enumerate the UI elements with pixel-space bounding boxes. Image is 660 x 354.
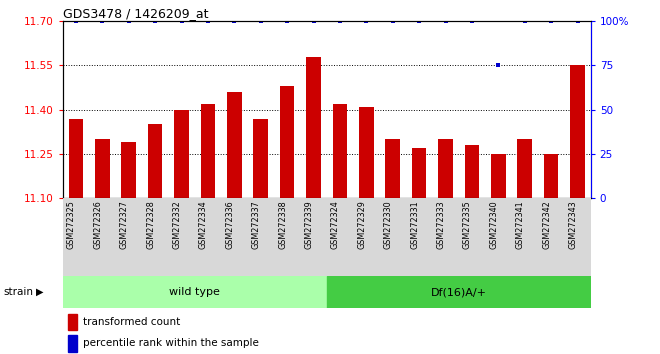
Bar	[68, 335, 77, 352]
Bar	[280, 86, 294, 198]
Bar	[201, 104, 215, 198]
Bar	[227, 92, 242, 198]
Text: GSM272331: GSM272331	[410, 201, 419, 249]
Bar	[68, 314, 77, 330]
Text: GSM272330: GSM272330	[383, 201, 393, 249]
Point	[519, 18, 530, 24]
Text: GSM272332: GSM272332	[172, 201, 182, 249]
Text: GSM272337: GSM272337	[251, 201, 261, 249]
Text: GSM272334: GSM272334	[199, 201, 208, 249]
Text: GSM272333: GSM272333	[436, 201, 446, 249]
Bar	[517, 139, 532, 198]
Text: GSM272328: GSM272328	[146, 201, 155, 249]
Text: transformed count: transformed count	[82, 317, 180, 327]
Point	[150, 18, 160, 24]
Bar	[491, 154, 506, 198]
Bar	[385, 139, 400, 198]
Text: percentile rank within the sample: percentile rank within the sample	[82, 338, 259, 348]
Bar	[63, 276, 327, 308]
Bar	[438, 139, 453, 198]
Text: strain: strain	[3, 287, 33, 297]
Point	[335, 18, 345, 24]
Bar	[121, 142, 136, 198]
Text: ▶: ▶	[36, 287, 44, 297]
Point	[361, 18, 372, 24]
Bar	[327, 276, 591, 308]
Text: GDS3478 / 1426209_at: GDS3478 / 1426209_at	[63, 7, 208, 20]
Bar	[359, 107, 374, 198]
Text: wild type: wild type	[169, 287, 220, 297]
Text: GSM272325: GSM272325	[67, 201, 76, 250]
Point	[71, 18, 81, 24]
Text: GSM272342: GSM272342	[542, 201, 551, 249]
Text: GSM272336: GSM272336	[225, 201, 234, 249]
Point	[97, 18, 108, 24]
Bar	[465, 145, 479, 198]
Text: GSM272340: GSM272340	[489, 201, 498, 249]
Point	[282, 18, 292, 24]
Point	[493, 63, 504, 68]
Bar	[333, 104, 347, 198]
Bar	[544, 154, 558, 198]
Text: GSM272326: GSM272326	[93, 201, 102, 249]
Text: GSM272343: GSM272343	[568, 201, 578, 249]
Point	[440, 18, 451, 24]
Text: GSM272324: GSM272324	[331, 201, 340, 249]
Text: GSM272329: GSM272329	[357, 201, 366, 250]
Point	[572, 18, 583, 24]
Text: GSM272338: GSM272338	[278, 201, 287, 249]
Text: GSM272341: GSM272341	[515, 201, 525, 249]
Point	[308, 18, 319, 24]
Point	[387, 18, 398, 24]
Bar	[253, 119, 268, 198]
Point	[229, 18, 240, 24]
Bar	[570, 65, 585, 198]
Bar	[306, 57, 321, 198]
Bar	[174, 110, 189, 198]
Point	[414, 18, 424, 24]
Bar	[95, 139, 110, 198]
Text: GSM272335: GSM272335	[463, 201, 472, 249]
Point	[255, 18, 266, 24]
Point	[123, 18, 134, 24]
Bar	[412, 148, 426, 198]
Point	[176, 18, 187, 24]
Point	[467, 18, 477, 24]
Text: Df(16)A/+: Df(16)A/+	[431, 287, 486, 297]
Bar	[69, 119, 83, 198]
Point	[203, 18, 213, 24]
Text: GSM272327: GSM272327	[119, 201, 129, 250]
Point	[546, 18, 556, 24]
Text: GSM272339: GSM272339	[304, 201, 313, 249]
Bar	[148, 125, 162, 198]
